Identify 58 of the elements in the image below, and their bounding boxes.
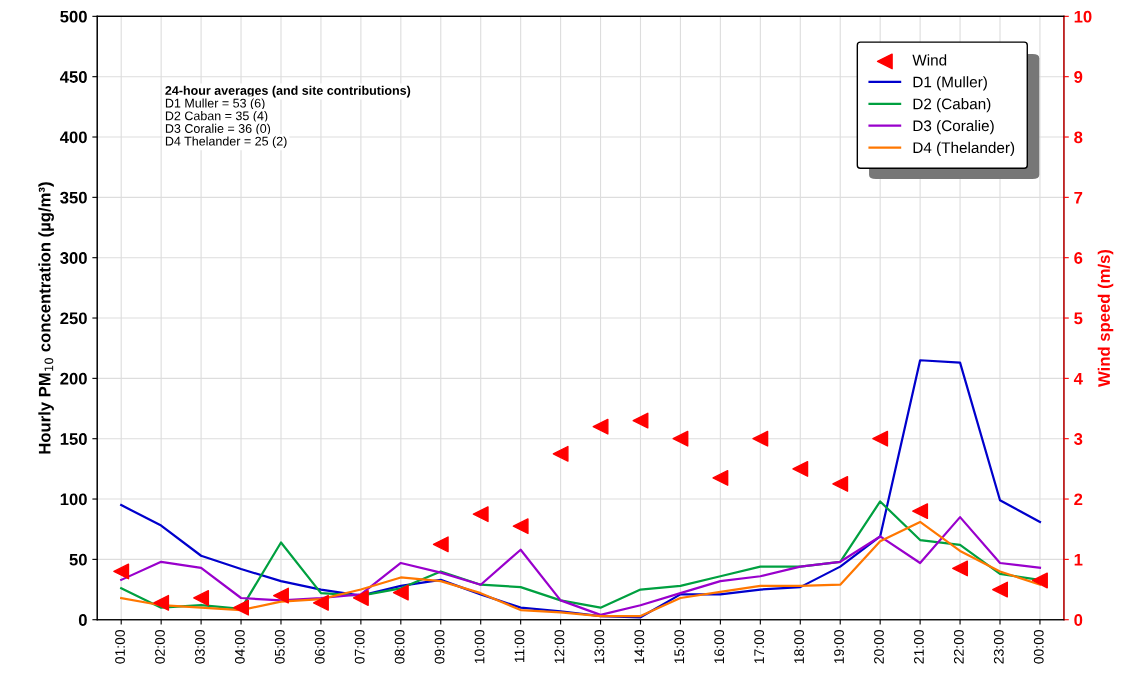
x-tick-label: 07:00 — [354, 629, 365, 664]
annotation: D4 Thelander = 25 (2) — [165, 136, 287, 149]
y-tick-label: 500 — [60, 10, 87, 23]
legend-label: D1 (Muller) — [913, 76, 987, 91]
y2-tick-label: 3 — [1074, 433, 1083, 445]
x-tick-label: 03:00 — [194, 629, 205, 664]
x-tick-label: 16:00 — [714, 629, 725, 664]
y2-tick-label: 10 — [1074, 10, 1092, 23]
annotation: 24-hour averages (and site contributions) — [165, 85, 411, 98]
legend-label: D2 (Caban) — [913, 98, 991, 113]
y-tick-label: 150 — [60, 433, 87, 445]
y2-tick-label: 2 — [1074, 493, 1083, 506]
x-tick-label: 10:00 — [474, 629, 485, 664]
y-tick-label: 200 — [60, 372, 87, 385]
x-tick-label: 04:00 — [234, 629, 245, 664]
x-tick-label: 01:00 — [115, 629, 125, 664]
legend-label: Wind — [912, 54, 947, 66]
x-tick-label: 05:00 — [274, 629, 285, 664]
y-tick-label: 450 — [59, 71, 87, 83]
y-tick-label: 300 — [60, 252, 87, 264]
y-tick-label: 350 — [60, 191, 87, 204]
legend-label: D3 (Coralie) — [913, 119, 994, 135]
y-axis-title: Hourly PM$_{10}$ concentration (µg/m³) — [38, 182, 54, 454]
y2-tick-label: 5 — [1074, 312, 1083, 325]
y2-tick-label: 4 — [1073, 372, 1083, 385]
x-tick-label: 00:00 — [1033, 629, 1044, 664]
y2-tick-label: 0 — [1074, 614, 1083, 626]
y2-tick-label: 8 — [1074, 131, 1083, 144]
x-tick-label: 08:00 — [394, 629, 405, 664]
x-tick-label: 22:00 — [953, 629, 964, 664]
x-tick-label: 20:00 — [874, 629, 884, 664]
x-tick-label: 21:00 — [914, 629, 924, 664]
y2-axis-title: Wind speed (m/s) — [1097, 249, 1114, 387]
annotation: D3 Coralie = 36 (0) — [165, 123, 271, 136]
y2-tick-label: 6 — [1074, 252, 1083, 264]
x-tick-label: 18:00 — [794, 629, 805, 664]
x-tick-label: 11:00 — [514, 629, 525, 663]
annotation: D2 Caban = 35 (4) — [165, 111, 268, 123]
y-tick-label: 250 — [60, 312, 87, 325]
y-tick-label: 100 — [60, 493, 87, 506]
y-tick-label: 0 — [78, 614, 87, 626]
x-tick-label: 02:00 — [155, 629, 165, 664]
legend-label: D4 (Thelander) — [913, 141, 1015, 157]
x-tick-label: 15:00 — [674, 629, 685, 664]
x-tick-label: 17:00 — [754, 629, 765, 664]
x-tick-label: 09:00 — [434, 629, 445, 664]
annotation: D1 Muller = 53 (6) — [165, 98, 265, 111]
y-tick-label: 50 — [69, 553, 87, 566]
y2-tick-label: 1 — [1074, 553, 1083, 566]
y-tick-label: 400 — [59, 131, 87, 144]
x-tick-label: 12:00 — [554, 629, 565, 664]
y2-tick-label: 9 — [1074, 71, 1083, 83]
x-tick-label: 19:00 — [834, 629, 844, 664]
y2-tick-label: 7 — [1074, 191, 1083, 204]
x-tick-label: 14:00 — [634, 629, 645, 664]
x-tick-label: 23:00 — [993, 629, 1004, 664]
x-tick-label: 06:00 — [314, 629, 325, 664]
x-tick-label: 13:00 — [594, 629, 605, 664]
